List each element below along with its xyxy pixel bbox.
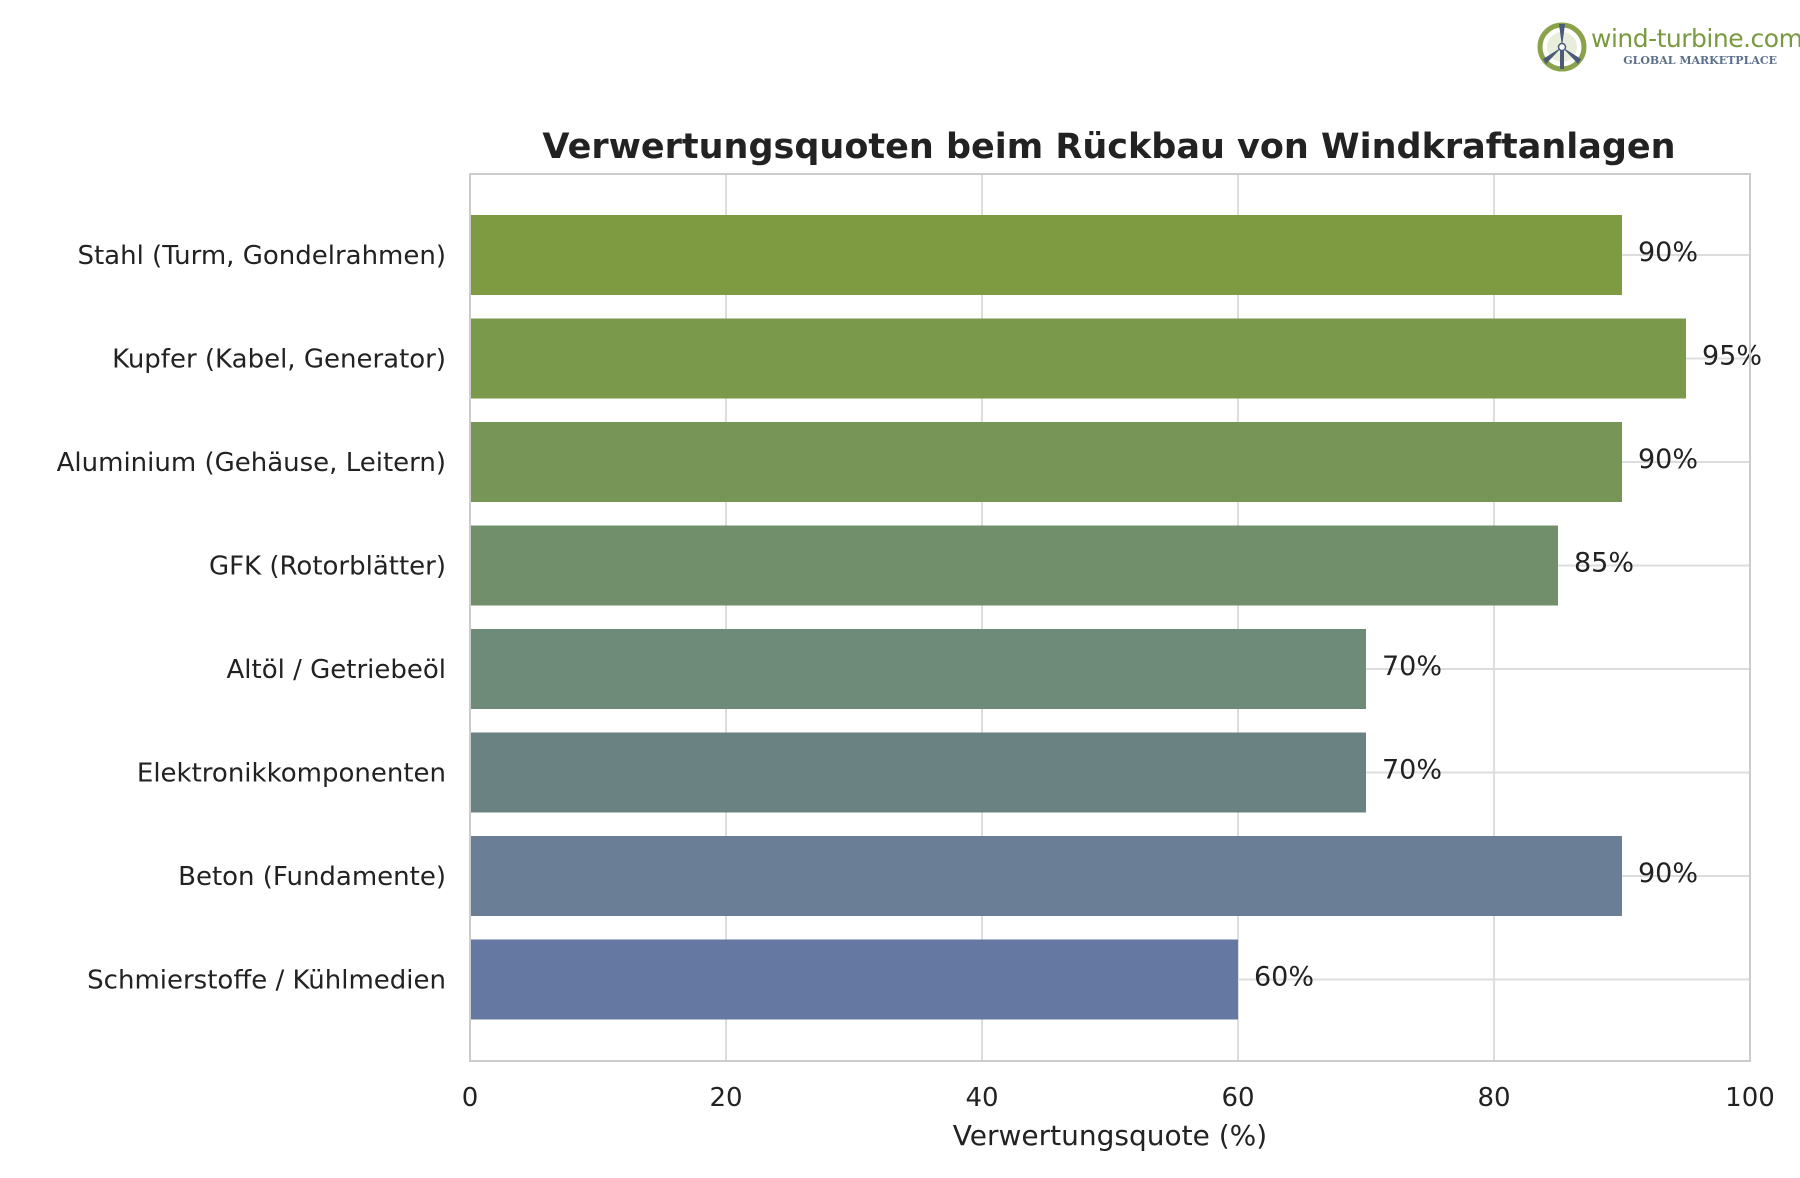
value-label: 90%: [1638, 858, 1698, 889]
chart-title: Verwertungsquoten beim Rückbau von Windk…: [542, 127, 1675, 167]
bar: [470, 525, 1558, 606]
bar: [470, 732, 1366, 813]
x-tick-label: 40: [965, 1083, 998, 1113]
x-axis-label: Verwertungsquote (%): [953, 1119, 1267, 1152]
y-tick-label: Beton (Fundamente): [178, 862, 446, 892]
y-tick-label: GFK (Rotorblätter): [209, 552, 446, 582]
y-tick-label: Stahl (Turm, Gondelrahmen): [77, 241, 446, 271]
bar: [470, 422, 1622, 502]
logo[interactable]: wind-turbine.com GLOBAL MARKETPLACE: [1535, 16, 1800, 76]
bar: [470, 318, 1686, 399]
value-label: 90%: [1638, 237, 1698, 268]
bar: [470, 939, 1238, 1020]
bars: [470, 215, 1686, 1020]
bar: [470, 215, 1622, 295]
y-axis-labels: Stahl (Turm, Gondelrahmen) Kupfer (Kabel,…: [57, 241, 446, 996]
y-tick-label: Altöl / Getriebeöl: [226, 655, 446, 685]
y-tick-label: Kupfer (Kabel, Generator): [112, 345, 446, 375]
x-tick-label: 100: [1725, 1083, 1775, 1113]
value-label: 90%: [1638, 444, 1698, 475]
x-tick-label: 0: [462, 1083, 479, 1113]
bar: [470, 836, 1622, 916]
y-tick-label: Elektronikkomponenten: [137, 759, 446, 789]
y-tick-label: Aluminium (Gehäuse, Leitern): [57, 448, 446, 478]
x-tick-label: 80: [1477, 1083, 1510, 1113]
value-label: 95%: [1702, 341, 1762, 372]
bar: [470, 629, 1366, 709]
value-label: 85%: [1574, 548, 1634, 579]
logo-subtitle: GLOBAL MARKETPLACE: [1623, 54, 1777, 67]
value-labels: 90% 95% 90% 85% 70% 70% 90% 60%: [1254, 237, 1762, 993]
plot-frame: [469, 173, 1751, 1062]
logo-title: wind-turbine.com: [1591, 24, 1800, 53]
value-label: 70%: [1382, 755, 1442, 786]
y-tick-label: Schmierstoffe / Kühlmedien: [87, 966, 446, 996]
wind-turbine-logo-icon: [1537, 22, 1587, 72]
x-tick-label: 20: [709, 1083, 742, 1113]
value-label: 60%: [1254, 962, 1314, 993]
value-label: 70%: [1382, 651, 1442, 682]
x-tick-label: 60: [1221, 1083, 1254, 1113]
grid-lines: [469, 174, 1751, 1061]
x-axis-ticks: 0 20 40 60 80 100: [462, 1083, 1775, 1113]
